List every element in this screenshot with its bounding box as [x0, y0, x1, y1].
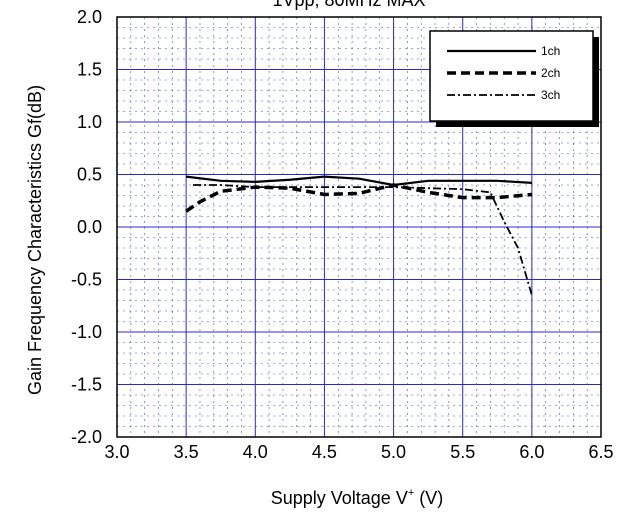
x-tick-label: 3.5: [174, 442, 199, 462]
x-tick-label: 5.5: [450, 442, 475, 462]
y-tick-label: 0.5: [77, 165, 102, 185]
y-tick-label: 1.5: [77, 60, 102, 80]
legend-label-3ch: 3ch: [541, 88, 560, 102]
series-line-1ch: [186, 175, 532, 187]
legend-label-2ch: 2ch: [541, 66, 560, 80]
x-tick-label: 4.5: [312, 442, 337, 462]
y-tick-label: -2.0: [71, 427, 102, 447]
y-axis-label: Gain Frequency Characteristics Gf(dB): [25, 85, 45, 395]
y-tick-label: -0.5: [71, 270, 102, 290]
y-tick-label: -1.0: [71, 322, 102, 342]
x-axis-label-tail: (V): [414, 488, 443, 508]
x-axis-label-sup: +: [408, 487, 414, 499]
x-tick-label: 6.0: [519, 442, 544, 462]
x-tick-label: 3.0: [104, 442, 129, 462]
y-tick-label: -1.5: [71, 375, 102, 395]
legend: 1ch 2ch 3ch: [429, 30, 599, 127]
x-tick-label: 4.0: [243, 442, 268, 462]
series-layer: [185, 175, 533, 296]
plot-frame: [116, 16, 602, 438]
y-tick-label: 0.0: [77, 217, 102, 237]
y-tick-label: 2.0: [77, 7, 102, 27]
x-axis-label: Supply Voltage V+ (V): [271, 487, 444, 508]
series-line-3ch: [193, 184, 533, 296]
x-axis-label-main: Supply Voltage V: [271, 488, 408, 508]
legend-label-1ch: 1ch: [541, 44, 560, 58]
x-tick-labels: 3.0 3.5 4.0 4.5 5.0 5.5 6.0 6.5: [104, 442, 613, 462]
series-line-2ch: [185, 183, 533, 213]
x-tick-label: 5.0: [381, 442, 406, 462]
legend-box: [429, 30, 594, 122]
y-tick-label: 1.0: [77, 112, 102, 132]
y-tick-labels: 2.0 1.5 1.0 0.5 0.0 -0.5 -1.0 -1.5 -2.0: [71, 7, 102, 447]
chart-title: 1Vpp, 80MHz MAX: [272, 0, 425, 10]
x-tick-label: 6.5: [588, 442, 613, 462]
